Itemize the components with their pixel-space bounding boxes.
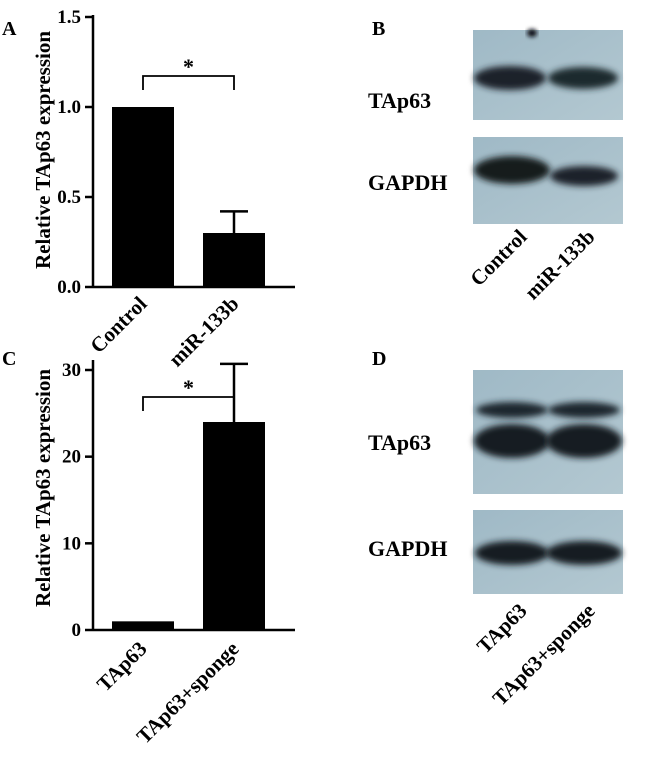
blot-d: TAp63 GAPDH TAp63 TAp63+sponge	[368, 370, 623, 710]
blot-d-band-gapdh-lane2	[546, 541, 622, 565]
chartC-bar-1	[203, 422, 265, 630]
blot-b-strip-gapdh	[473, 137, 623, 224]
chartA-ytick-label: 1.5	[57, 7, 81, 28]
chartC-ytick-label: 0	[72, 620, 82, 641]
blot-b-strip-tap63	[473, 29, 623, 120]
blot-d-label-gapdh: GAPDH	[368, 536, 447, 561]
blot-b-label-gapdh: GAPDH	[368, 170, 447, 195]
chartC-bracket	[142, 396, 235, 411]
chart-a-ylabel: Relative TAp63 expression	[31, 31, 55, 269]
chartC-ytick-label: 20	[62, 447, 81, 468]
chart-a-significance: *	[142, 54, 235, 90]
blot-b-band-tap63-lane2	[548, 67, 618, 89]
blot-b: TAp63 GAPDH Control miR-133b	[368, 29, 623, 304]
blot-d-band-gapdh-lane1	[475, 541, 549, 565]
chartC-ytick-label: 30	[62, 360, 81, 381]
blot-b-lane-control: Control	[465, 224, 531, 290]
chartA-ytick-label: 1.0	[57, 97, 81, 118]
chart-c: Relative TAp63 expression 0 10 20 30 * TAp6…	[31, 360, 295, 748]
chart-c-ylabel: Relative TAp63 expression	[31, 369, 55, 607]
blot-b-band-gapdh-lane2	[550, 166, 618, 186]
chartC-ytick-label: 10	[62, 533, 81, 554]
chartA-ytick-label: 0.5	[57, 187, 81, 208]
chart-c-xtick-tap63: TAp63	[92, 637, 152, 697]
chartA-ytick-label: 0.0	[57, 277, 81, 298]
blot-d-lane-tap63: TAp63	[472, 599, 532, 659]
chart-a-xtick-mir133b: miR-133b	[164, 292, 244, 372]
panel-letter-d: D	[372, 348, 386, 370]
chartA-bar-0	[112, 107, 174, 287]
chart-a-xtick-control: Control	[85, 291, 151, 357]
chart-c-significance: *	[142, 375, 235, 411]
chartC-bar-0	[112, 621, 174, 630]
chartA-bracket	[142, 75, 235, 90]
chartA-bar-1	[203, 233, 265, 287]
blot-d-strip-gapdh	[473, 510, 623, 594]
blot-b-band-tap63-lane1	[474, 66, 546, 90]
panel-letter-c: C	[2, 348, 16, 370]
chart-a: Relative TAp63 expression 0.0 0.5 1.0 1.5 *…	[31, 7, 295, 371]
blot-b-label-tap63: TAp63	[368, 88, 431, 113]
blot-b-band-gapdh-lane1	[474, 156, 550, 184]
panel-letter-a: A	[2, 18, 17, 40]
blot-d-strip-tap63	[473, 370, 623, 494]
chartA-asterisk: *	[183, 54, 194, 79]
chartC-asterisk: *	[183, 375, 194, 400]
blot-d-band-tap63-lane1	[474, 424, 550, 458]
blot-b-lane-mir133b: miR-133b	[520, 225, 600, 305]
blot-d-band-tap63-lane2	[546, 424, 622, 458]
blot-d-label-tap63: TAp63	[368, 430, 431, 455]
panel-letter-b: B	[372, 18, 385, 40]
